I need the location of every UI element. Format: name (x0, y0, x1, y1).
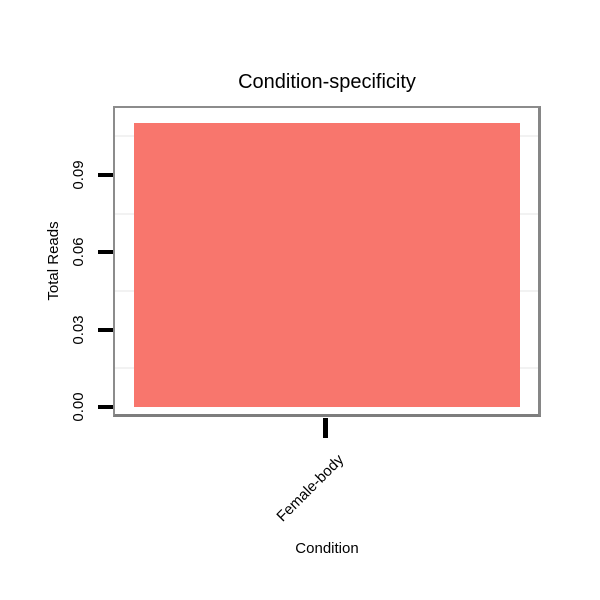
x-axis-title: Condition (295, 540, 359, 557)
y-axis-tick-label: 0.03 (70, 315, 87, 345)
chart-title: Condition-specificity (238, 71, 416, 93)
y-axis-tick-label: 0.00 (70, 392, 87, 422)
y-axis-tick-mark (98, 250, 113, 255)
y-axis-tick-label: 0.09 (70, 160, 87, 190)
bar-female-body (134, 123, 520, 407)
y-axis-tick-label: 0.06 (70, 237, 87, 267)
plot-panel (113, 106, 541, 417)
y-axis-tick-mark (98, 327, 113, 332)
y-axis-tick-mark (98, 405, 113, 409)
y-axis-title: Total Reads (45, 221, 62, 301)
y-axis-tick-mark (98, 172, 113, 177)
x-axis-tick-mark (323, 418, 328, 438)
